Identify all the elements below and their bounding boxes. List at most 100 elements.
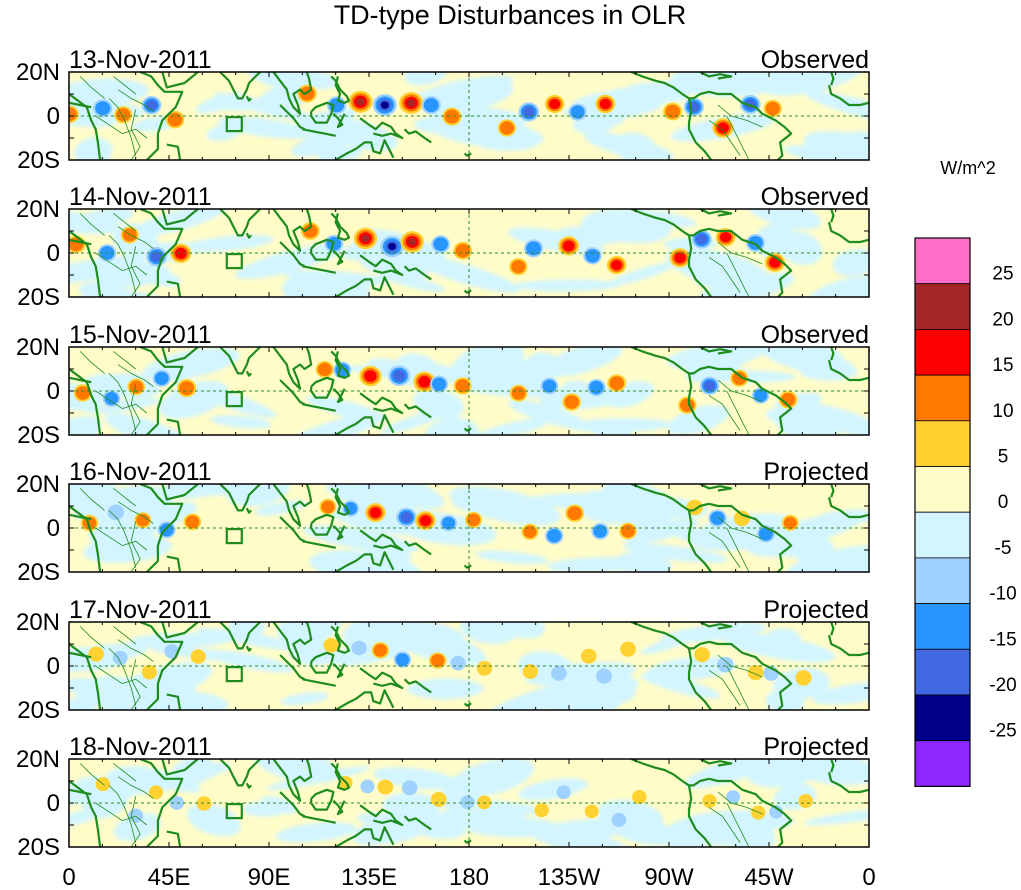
olr-contour [277, 622, 343, 645]
panel-status: Observed [761, 321, 869, 349]
coastline [332, 663, 346, 679]
country-border [117, 639, 154, 662]
olr-contour [585, 249, 600, 263]
olr-contour [369, 507, 382, 519]
coastline [359, 117, 404, 140]
olr-contour [112, 650, 128, 666]
country-border [726, 390, 750, 435]
x-tick-label: 45E [148, 864, 191, 890]
country-border [79, 76, 105, 99]
olr-contour [466, 513, 481, 527]
y-tick-label: 20N [16, 609, 60, 636]
olr-contour [392, 370, 406, 382]
coastline [687, 373, 713, 435]
country-border [717, 516, 763, 540]
x-tick-label: 135W [538, 864, 601, 890]
olr-contour [476, 660, 493, 676]
coastline [245, 370, 252, 377]
coastline [245, 232, 252, 239]
y-tick-label: 20S [17, 422, 60, 449]
coastline [330, 212, 351, 241]
olr-contour [687, 810, 770, 823]
olr-contour [169, 795, 185, 810]
olr-contour [753, 389, 768, 402]
x-tick-label: 90W [644, 864, 694, 890]
olr-contour [323, 637, 339, 653]
olr-contour [508, 399, 587, 429]
panel-date: 13-Nov-2011 [69, 46, 212, 74]
olr-contour [717, 656, 734, 673]
country-border [79, 626, 105, 649]
olr-contour [694, 647, 710, 663]
coastline [279, 654, 306, 681]
country-border [95, 252, 148, 276]
country-border [130, 521, 141, 572]
olr-contour [432, 377, 447, 391]
olr-contour [413, 256, 521, 293]
coastline [302, 403, 336, 412]
panel-status: Observed [761, 46, 869, 74]
colorbar-swatch [914, 557, 971, 605]
island-outline [225, 802, 243, 820]
olr-contour [765, 689, 804, 710]
coastline [403, 265, 432, 281]
olr-contour [185, 515, 200, 529]
olr-contour [614, 552, 673, 572]
country-border [130, 109, 141, 160]
coastline [331, 276, 395, 297]
olr-contour [141, 664, 157, 680]
coastline [630, 72, 793, 160]
olr-contour [499, 121, 514, 135]
olr-contour [758, 527, 773, 541]
coastline [166, 555, 182, 572]
coastline [272, 484, 313, 527]
country-border [108, 98, 137, 156]
colorbar-tick-label: 10 [992, 401, 1013, 422]
olr-contour [401, 780, 418, 796]
olr-contour [542, 379, 557, 393]
coastline [830, 209, 835, 223]
olr-contour [778, 231, 823, 265]
olr-contour [696, 234, 708, 245]
olr-contour [543, 347, 623, 377]
olr-contour [95, 101, 111, 116]
colorbar-swatch [914, 466, 971, 513]
coastline [830, 72, 835, 86]
colorbar-tick-label: -25 [989, 721, 1016, 742]
olr-contour [602, 484, 675, 515]
coastline [331, 689, 395, 710]
olr-contour [380, 101, 389, 109]
olr-contour [723, 633, 836, 663]
y-tick-label: 0 [47, 653, 60, 680]
coastline [463, 839, 472, 844]
olr-contour [813, 682, 869, 705]
coastline [310, 376, 335, 399]
coastline [699, 484, 733, 492]
olr-field [69, 347, 869, 435]
coastline [403, 815, 432, 831]
coastline [272, 209, 313, 252]
island-outline [225, 665, 243, 683]
olr-contour [423, 98, 439, 113]
coastline [330, 75, 351, 104]
coastline [463, 289, 472, 294]
colorbar: W/m^2 25 20 15 10 5 0 -5 -10 -15 -20 -25 [914, 158, 1017, 788]
olr-contour [806, 275, 869, 297]
olr-contour [647, 656, 736, 681]
x-tick-label: 45W [744, 864, 794, 890]
olr-contour [460, 795, 475, 810]
olr-contour [400, 511, 413, 523]
coastline [699, 347, 733, 355]
olr-contour [433, 237, 449, 252]
panel-status: Projected [763, 596, 869, 624]
olr-contour [522, 822, 631, 847]
coastline [330, 487, 351, 516]
country-border [717, 104, 763, 128]
olr-contour [373, 767, 459, 790]
olr-contour [726, 790, 741, 804]
olr-contour [167, 112, 183, 127]
olr-contour [477, 418, 550, 435]
olr-contour [261, 796, 298, 814]
panel-16-Nov-2011: 16-Nov-2011 Projected 20N 0 20S [16, 458, 870, 586]
olr-contour [640, 673, 721, 699]
